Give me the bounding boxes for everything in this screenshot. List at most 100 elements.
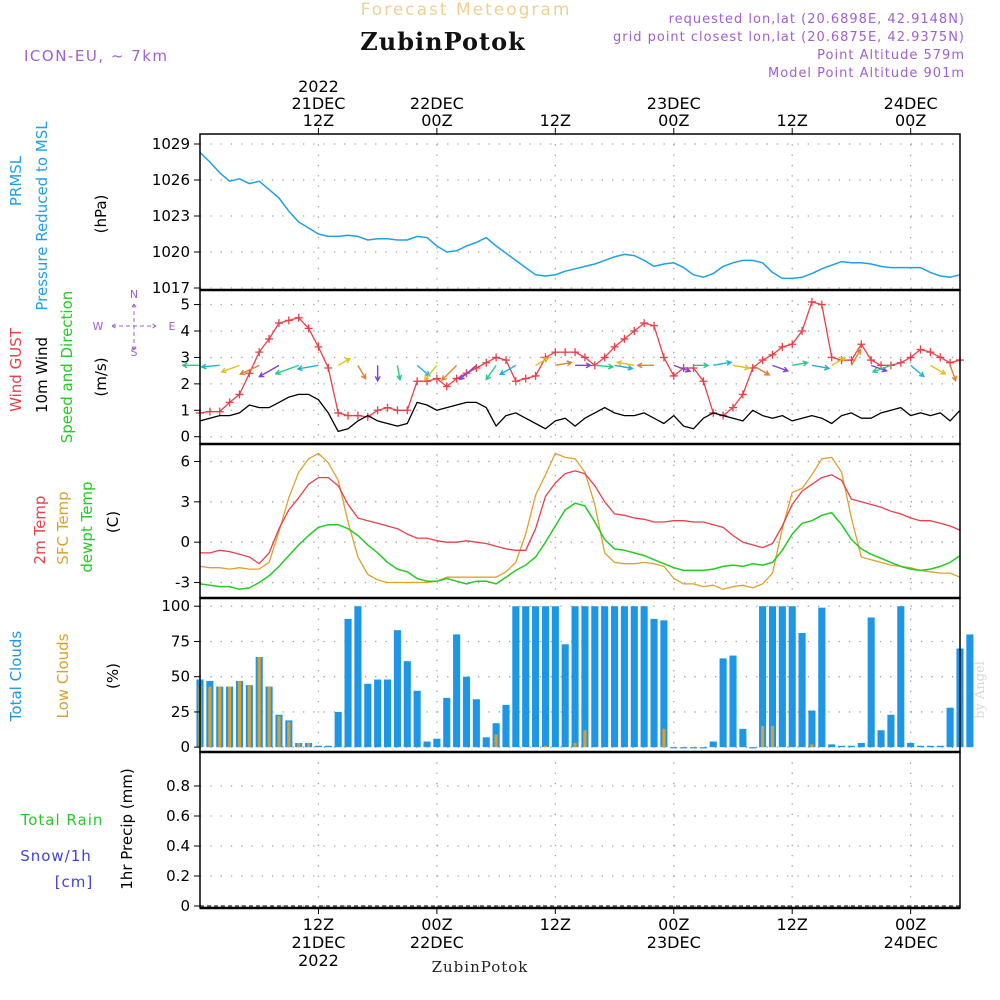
gust-marker [798,327,807,335]
chart-title: Forecast Meteogram [361,0,572,20]
bottom-axis-hour: 00Z [658,915,689,934]
compass-n: N [130,288,138,301]
gust-marker [324,364,333,372]
gust-marker [334,408,343,417]
total-cloud-bar [719,658,727,748]
gust-label: Wind GUST [7,327,25,412]
label-layer: 1017 1020 1023 1026 1029 0 1 2 3 4 5 -3 0 3 6 0 25 50 75 10… [7,77,938,970]
gust-marker [442,382,451,391]
total-cloud-bar [907,742,915,748]
y-tick-label: 2 [180,375,190,393]
wind-arrow [910,364,925,378]
gust-marker [580,353,589,362]
total-cloud-bar [314,745,322,748]
grid-layer [200,134,960,908]
wind-arrow [850,348,862,366]
compass-icon [111,303,157,351]
low-cloud-bar [810,744,814,748]
gust-marker [561,348,570,357]
gust-marker [353,411,362,420]
gust-marker [758,356,767,365]
total-cloud-bar [847,745,855,748]
gust-marker [768,350,777,359]
gust-marker [294,313,303,322]
y-tick-label: -3 [175,574,190,592]
pressure-label-short: PRMSL [7,155,25,206]
top-axis-date: 22DEC [410,94,464,113]
compass-s: S [131,346,138,359]
total-clouds-label: Total Clouds [7,631,25,723]
top-axis-date: 23DEC [647,94,701,113]
total-cloud-bar [936,745,944,748]
total-cloud-bar [946,707,954,748]
total-cloud-bar [393,630,401,748]
location-title: ZubinPotok [360,27,526,56]
low-clouds-label: Low Clouds [54,633,72,718]
wind-arrow [772,364,790,373]
wind-arrow [458,364,477,381]
top-axis-date: 21DEC [291,94,345,113]
low-cloud-bar [770,726,775,748]
top-axis-hour: 12Z [303,111,334,130]
gust-marker [344,411,353,420]
temp-unit: (C) [104,511,122,533]
total-cloud-bar [788,606,796,748]
gust-marker [630,327,639,335]
total-cloud-bar [877,730,885,748]
gust-marker [738,390,747,399]
bottom-axis-date: 22DEC [410,933,464,952]
low-cloud-bar [297,742,301,748]
gust-marker [373,406,382,415]
gust-marker [600,353,609,362]
compass-w: W [93,320,104,333]
top-axis-hour: 12Z [777,111,808,130]
gust-marker [650,321,659,330]
wind-arrow [181,362,200,369]
wind-line [199,393,961,433]
wind-arrow [337,357,352,366]
wind-arrow [811,364,831,371]
gust-marker [906,353,915,362]
low-cloud-bar [247,685,251,748]
gust-marker [482,358,491,367]
wind-arrow [416,364,431,377]
total-cloud-bar [482,737,490,748]
y-tick-label: 4 [180,322,190,340]
low-cloud-bar [761,726,765,748]
low-cloud-bar [543,745,548,748]
total-cloud-bar [749,747,757,749]
total-cloud-bar [729,655,737,748]
wind-arrow [732,364,751,371]
data-layer [181,151,974,907]
total-cloud-bar [778,606,786,748]
low-cloud-bar [218,686,222,748]
total-cloud-bar [818,607,826,748]
wind-arrow [374,365,381,383]
total-cloud-bar [522,606,530,748]
gust-marker [877,361,886,370]
y-tick-label: 5 [180,296,190,314]
precip-unit: 1hr Precip (mm) [118,768,136,889]
low-cloud-bar [277,716,281,748]
gust-marker [403,406,412,415]
wind-arrow [693,362,710,369]
low-cloud-bar [583,730,587,748]
total-cloud-bar [354,606,362,748]
wind-arrow [713,359,733,367]
wind-arrow [239,364,260,376]
low-cloud-bar [287,721,291,748]
wind-arrow [220,364,240,374]
model-altitude: Model Point Altitude 901m [768,66,965,81]
gust-marker [215,407,224,416]
total-cloud-bar [364,683,372,748]
total-cloud-bar [344,618,352,748]
total-cloud-bar [838,745,846,748]
low-cloud-bar [573,742,577,748]
total-cloud-bar [650,618,658,748]
total-cloud-bar [334,711,342,748]
total-cloud-bar [601,606,609,748]
gust-marker [916,345,925,354]
gust-marker [817,300,826,309]
total-cloud-bar [571,606,579,748]
gust-marker [896,358,905,367]
